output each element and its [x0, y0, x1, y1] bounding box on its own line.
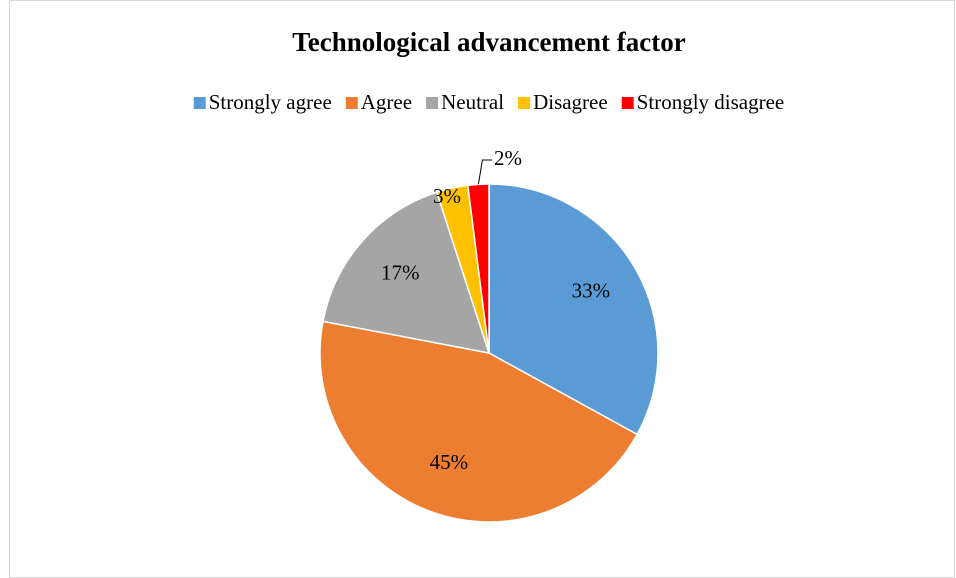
- legend-label: Agree: [361, 90, 412, 114]
- data-label: 17%: [381, 261, 420, 285]
- legend-swatch: [518, 97, 531, 109]
- data-label: 3%: [433, 184, 461, 208]
- pie-slice: [322, 191, 491, 354]
- legend: Strongly agree Agree Neutral Disagree Strong…: [193, 90, 785, 114]
- pie: [319, 183, 659, 523]
- chart-title: Technological advancement factor: [292, 27, 685, 57]
- legend-label: Strongly disagree: [637, 90, 785, 114]
- legend-swatch: [193, 97, 206, 109]
- legend-swatch: [345, 97, 358, 109]
- legend-swatch: [621, 97, 634, 109]
- data-label: 45%: [430, 450, 469, 474]
- legend-label: Neutral: [441, 90, 504, 114]
- leader-line: [477, 159, 492, 185]
- legend-swatch: [426, 97, 439, 109]
- pie-slice: [466, 183, 490, 354]
- legend-label: Strongly agree: [209, 90, 332, 114]
- data-label: 2%: [494, 146, 522, 170]
- data-label: 33%: [572, 279, 611, 303]
- legend-label: Disagree: [533, 90, 608, 114]
- data-labels: 33% 45% 17% 3% 2%: [381, 146, 610, 474]
- pie-slice: [319, 320, 639, 523]
- pie-slice: [488, 183, 659, 436]
